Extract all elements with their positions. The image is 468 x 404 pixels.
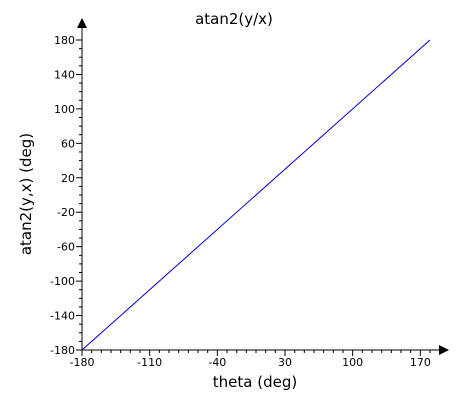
y-axis-arrow bbox=[77, 18, 87, 28]
x-tick-label: -110 bbox=[137, 356, 162, 369]
y-tick-label: 140 bbox=[54, 68, 75, 81]
y-tick-label: 20 bbox=[61, 172, 75, 185]
x-tick-label: -180 bbox=[70, 356, 95, 369]
y-tick-label: 100 bbox=[54, 103, 75, 116]
x-tick-label: 100 bbox=[342, 356, 363, 369]
chart-title: atan2(y/x) bbox=[195, 10, 273, 28]
x-axis-title: theta (deg) bbox=[213, 373, 297, 391]
y-axis-ticks: -180 -140 -100 -60 -20 20 60 100 140 180 bbox=[50, 34, 82, 357]
y-tick-label: -140 bbox=[50, 310, 75, 323]
series-group bbox=[81, 39, 431, 351]
y-tick-label: -60 bbox=[57, 241, 75, 254]
y-tick-label: -180 bbox=[50, 344, 75, 357]
y-tick-label: -20 bbox=[57, 206, 75, 219]
x-axis-ticks: -180 -110 -40 30 100 170 bbox=[70, 350, 431, 369]
x-tick-label: -40 bbox=[208, 356, 226, 369]
x-tick-label: 170 bbox=[410, 356, 431, 369]
y-tick-label: 60 bbox=[61, 137, 75, 150]
x-axis-arrow bbox=[439, 345, 449, 355]
series-line bbox=[81, 39, 431, 351]
y-axis-title: atan2(y,x) (deg) bbox=[17, 133, 35, 255]
y-tick-label: 180 bbox=[54, 34, 75, 47]
x-tick-label: 30 bbox=[278, 356, 292, 369]
y-tick-label: -100 bbox=[50, 275, 75, 288]
